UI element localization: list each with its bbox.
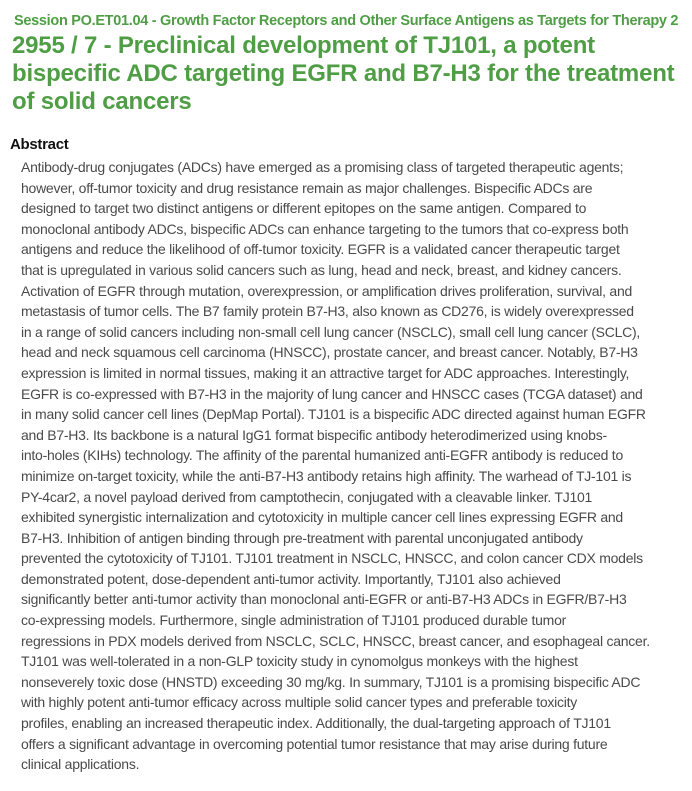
abstract-line: offers a significant advantage in overco… (21, 735, 608, 752)
title-line: 2955 / 7 - Preclinical development of TJ… (12, 32, 595, 59)
abstract-line: regressions in PDX models derived from N… (21, 632, 650, 649)
abstract-line: expression is limited in normal tissues,… (21, 364, 630, 381)
abstract-line: significantly better anti-tumor activity… (21, 591, 627, 608)
abstract-line: however, off-tumor toxicity and drug res… (21, 179, 593, 196)
abstract-line: exhibited synergistic internalization an… (21, 509, 623, 526)
abstract-line: designed to target two distinct antigens… (21, 200, 587, 217)
abstract-line: monoclonal antibody ADCs, bispecific ADC… (21, 220, 629, 237)
abstract-line: and B7-H3. Its backbone is a natural IgG… (21, 426, 607, 443)
abstract-line: clinical applications. (21, 756, 140, 773)
abstract-line: demonstrated potent, dose-dependent anti… (21, 570, 561, 587)
abstract-line: into-holes (KIHs) technology. The affini… (21, 447, 623, 464)
abstract-line: TJ101 was well-tolerated in a non-GLP to… (21, 653, 578, 670)
abstract-line: B7-H3. Inhibition of antigen binding thr… (21, 529, 583, 546)
abstract-body: Antibody-drug conjugates (ADCs) have eme… (21, 157, 650, 775)
abstract-line: prevented the cytotoxicity of TJ101. TJ1… (21, 550, 643, 567)
abstract-line: metastasis of tumor cells. The B7 family… (21, 303, 634, 320)
abstract-line: minimize on-target toxicity, while the a… (21, 467, 632, 484)
abstract-line: EGFR is co-expressed with B7-H3 in the m… (21, 385, 643, 402)
abstract-line: in a range of solid cancers including no… (21, 323, 641, 340)
abstract-line: Activation of EGFR through mutation, ove… (21, 282, 633, 299)
abstract-line: nonseverely toxic dose (HNSTD) exceeding… (21, 673, 641, 690)
title-line: bispecific ADC targeting EGFR and B7-H3 … (12, 60, 675, 87)
abstract-line: co-expressing models. Furthermore, singl… (21, 612, 567, 629)
abstract-line: with highly potent anti-tumor efficacy a… (21, 694, 577, 711)
abstract-line: head and neck squamous cell carcinoma (H… (21, 344, 638, 361)
abstract-line: PY-4car2, a novel payload derived from c… (21, 488, 593, 505)
abstract-heading: Abstract (10, 136, 69, 153)
abstract-line: in many solid cancer cell lines (DepMap … (21, 406, 646, 423)
abstract-title: 2955 / 7 - Preclinical development of TJ… (12, 32, 692, 116)
abstract-line: that is upregulated in various solid can… (21, 261, 622, 278)
abstract-line: Antibody-drug conjugates (ADCs) have eme… (21, 159, 624, 175)
session-label: Session PO.ET01.04 - Growth Factor Recep… (14, 13, 679, 29)
abstract-line: antigens and reduce the likelihood of of… (21, 241, 620, 258)
title-line: of solid cancers (12, 88, 192, 115)
abstract-line: profiles, enabling an increased therapeu… (21, 715, 611, 732)
